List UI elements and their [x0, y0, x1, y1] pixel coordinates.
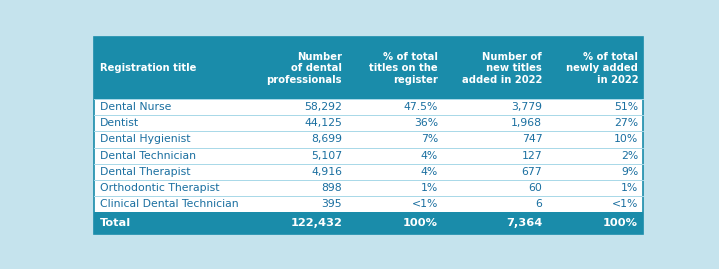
Text: 2%: 2% — [621, 151, 638, 161]
Text: 395: 395 — [321, 199, 342, 208]
Text: 51%: 51% — [614, 102, 638, 112]
Text: Total: Total — [100, 218, 131, 228]
Text: 10%: 10% — [614, 134, 638, 144]
Bar — [94, 164, 251, 179]
Text: 7,364: 7,364 — [506, 218, 542, 228]
Text: 27%: 27% — [614, 118, 638, 129]
Bar — [347, 179, 442, 196]
Text: 9%: 9% — [621, 167, 638, 176]
Bar — [94, 196, 251, 212]
Text: 36%: 36% — [414, 118, 438, 129]
Text: 1%: 1% — [621, 183, 638, 193]
Text: 100%: 100% — [603, 218, 638, 228]
Bar — [442, 37, 546, 100]
Bar — [94, 37, 251, 100]
Bar — [94, 179, 251, 196]
Bar — [251, 164, 347, 179]
Bar — [546, 37, 643, 100]
Bar — [442, 132, 546, 147]
Bar — [251, 100, 347, 115]
Bar — [546, 100, 643, 115]
Bar — [347, 37, 442, 100]
Bar — [347, 212, 442, 234]
Bar — [442, 115, 546, 132]
Text: Number
of dental
professionals: Number of dental professionals — [267, 52, 342, 85]
Bar — [251, 196, 347, 212]
Bar — [251, 147, 347, 164]
Text: Dentist: Dentist — [100, 118, 139, 129]
Bar — [442, 100, 546, 115]
Bar — [546, 196, 643, 212]
Bar — [251, 115, 347, 132]
Text: 898: 898 — [321, 183, 342, 193]
Text: Dental Therapist: Dental Therapist — [100, 167, 191, 176]
Bar — [94, 147, 251, 164]
Text: Dental Hygienist: Dental Hygienist — [100, 134, 191, 144]
Text: Orthodontic Therapist: Orthodontic Therapist — [100, 183, 219, 193]
Bar — [442, 196, 546, 212]
Text: 4%: 4% — [421, 167, 438, 176]
Text: <1%: <1% — [612, 199, 638, 208]
Bar — [546, 212, 643, 234]
Text: 3,779: 3,779 — [511, 102, 542, 112]
Text: 5,107: 5,107 — [311, 151, 342, 161]
Text: 122,432: 122,432 — [290, 218, 342, 228]
Text: 1%: 1% — [421, 183, 438, 193]
Text: 47.5%: 47.5% — [403, 102, 438, 112]
Text: <1%: <1% — [412, 199, 438, 208]
Bar — [347, 196, 442, 212]
Bar — [442, 179, 546, 196]
Text: 1,968: 1,968 — [511, 118, 542, 129]
Text: 747: 747 — [521, 134, 542, 144]
Bar — [251, 37, 347, 100]
Text: Clinical Dental Technician: Clinical Dental Technician — [100, 199, 239, 208]
Bar — [546, 147, 643, 164]
Bar — [347, 164, 442, 179]
Text: 8,699: 8,699 — [311, 134, 342, 144]
Text: Dental Nurse: Dental Nurse — [100, 102, 171, 112]
Bar — [251, 212, 347, 234]
Bar — [347, 147, 442, 164]
Text: 44,125: 44,125 — [304, 118, 342, 129]
Text: 60: 60 — [528, 183, 542, 193]
Bar — [347, 115, 442, 132]
Bar — [347, 132, 442, 147]
Text: Dental Technician: Dental Technician — [100, 151, 196, 161]
Text: % of total
newly added
in 2022: % of total newly added in 2022 — [567, 52, 638, 85]
Text: 58,292: 58,292 — [304, 102, 342, 112]
Bar — [442, 164, 546, 179]
Bar — [347, 100, 442, 115]
Bar — [442, 147, 546, 164]
Text: % of total
titles on the
register: % of total titles on the register — [370, 52, 438, 85]
Bar — [442, 212, 546, 234]
Bar — [94, 212, 251, 234]
Text: 100%: 100% — [403, 218, 438, 228]
Bar — [546, 164, 643, 179]
Bar — [94, 115, 251, 132]
Bar — [94, 132, 251, 147]
Text: 6: 6 — [536, 199, 542, 208]
Text: 127: 127 — [521, 151, 542, 161]
Bar — [94, 100, 251, 115]
Text: 4,916: 4,916 — [311, 167, 342, 176]
Bar — [546, 179, 643, 196]
Bar — [251, 132, 347, 147]
Text: 677: 677 — [521, 167, 542, 176]
Text: Number of
new titles
added in 2022: Number of new titles added in 2022 — [462, 52, 542, 85]
Text: Registration title: Registration title — [100, 63, 196, 73]
Bar — [546, 115, 643, 132]
Text: 4%: 4% — [421, 151, 438, 161]
Text: 7%: 7% — [421, 134, 438, 144]
Bar — [546, 132, 643, 147]
Bar — [251, 179, 347, 196]
